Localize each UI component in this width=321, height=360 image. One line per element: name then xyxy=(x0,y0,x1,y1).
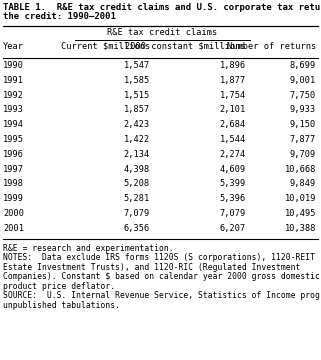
Text: 2,423: 2,423 xyxy=(124,120,150,129)
Text: 1993: 1993 xyxy=(3,105,24,114)
Text: 5,281: 5,281 xyxy=(124,194,150,203)
Text: 1998: 1998 xyxy=(3,179,24,188)
Text: 1,515: 1,515 xyxy=(124,91,150,100)
Text: Companies). Constant $ based on calendar year 2000 gross domestic: Companies). Constant $ based on calendar… xyxy=(3,272,320,281)
Text: 4,609: 4,609 xyxy=(220,165,246,174)
Text: 5,399: 5,399 xyxy=(220,179,246,188)
Text: 6,356: 6,356 xyxy=(124,224,150,233)
Text: 10,388: 10,388 xyxy=(284,224,316,233)
Text: 5,208: 5,208 xyxy=(124,179,150,188)
Text: R&E = research and experimentation.: R&E = research and experimentation. xyxy=(3,244,174,253)
Text: 2000: 2000 xyxy=(3,209,24,218)
Text: 2,684: 2,684 xyxy=(220,120,246,129)
Text: 1,585: 1,585 xyxy=(124,76,150,85)
Text: 7,079: 7,079 xyxy=(220,209,246,218)
Text: 7,877: 7,877 xyxy=(290,135,316,144)
Text: 9,150: 9,150 xyxy=(290,120,316,129)
Text: 9,933: 9,933 xyxy=(290,105,316,114)
Text: 2000 constant $millions: 2000 constant $millions xyxy=(125,42,246,51)
Text: 1992: 1992 xyxy=(3,91,24,100)
Text: 7,750: 7,750 xyxy=(290,91,316,100)
Text: 10,668: 10,668 xyxy=(284,165,316,174)
Text: unpublished tabulations.: unpublished tabulations. xyxy=(3,301,120,310)
Text: 1995: 1995 xyxy=(3,135,24,144)
Text: 10,495: 10,495 xyxy=(284,209,316,218)
Text: 1,422: 1,422 xyxy=(124,135,150,144)
Text: 9,001: 9,001 xyxy=(290,76,316,85)
Text: 9,709: 9,709 xyxy=(290,150,316,159)
Text: 7,079: 7,079 xyxy=(124,209,150,218)
Text: 1,877: 1,877 xyxy=(220,76,246,85)
Text: SOURCE:  U.S. Internal Revenue Service, Statistics of Income program,: SOURCE: U.S. Internal Revenue Service, S… xyxy=(3,291,321,300)
Text: Number of returns: Number of returns xyxy=(227,42,316,51)
Text: 2001: 2001 xyxy=(3,224,24,233)
Text: 8,699: 8,699 xyxy=(290,61,316,70)
Text: TABLE 1.  R&E tax credit claims and U.S. corporate tax returns claiming: TABLE 1. R&E tax credit claims and U.S. … xyxy=(3,3,321,12)
Text: 1,547: 1,547 xyxy=(124,61,150,70)
Text: 1994: 1994 xyxy=(3,120,24,129)
Text: 2,101: 2,101 xyxy=(220,105,246,114)
Text: Current $millions: Current $millions xyxy=(61,42,150,51)
Text: product price deflator.: product price deflator. xyxy=(3,282,115,291)
Text: 1,857: 1,857 xyxy=(124,105,150,114)
Text: the credit: 1990–2001: the credit: 1990–2001 xyxy=(3,12,116,21)
Text: 1,544: 1,544 xyxy=(220,135,246,144)
Text: R&E tax credit claims: R&E tax credit claims xyxy=(108,28,218,37)
Text: 2,274: 2,274 xyxy=(220,150,246,159)
Text: 5,396: 5,396 xyxy=(220,194,246,203)
Text: 1991: 1991 xyxy=(3,76,24,85)
Text: 1990: 1990 xyxy=(3,61,24,70)
Text: 1997: 1997 xyxy=(3,165,24,174)
Text: 4,398: 4,398 xyxy=(124,165,150,174)
Text: 1,754: 1,754 xyxy=(220,91,246,100)
Text: 10,019: 10,019 xyxy=(284,194,316,203)
Text: Estate Investment Trusts), and 1120-RIC (Regulated Investment: Estate Investment Trusts), and 1120-RIC … xyxy=(3,262,300,271)
Text: 9,849: 9,849 xyxy=(290,179,316,188)
Text: 2,134: 2,134 xyxy=(124,150,150,159)
Text: NOTES:  Data exclude IRS forms 1120S (S corporations), 1120-REIT (Real: NOTES: Data exclude IRS forms 1120S (S c… xyxy=(3,253,321,262)
Text: 1999: 1999 xyxy=(3,194,24,203)
Text: 1,896: 1,896 xyxy=(220,61,246,70)
Text: Year: Year xyxy=(3,42,24,51)
Text: 6,207: 6,207 xyxy=(220,224,246,233)
Text: 1996: 1996 xyxy=(3,150,24,159)
